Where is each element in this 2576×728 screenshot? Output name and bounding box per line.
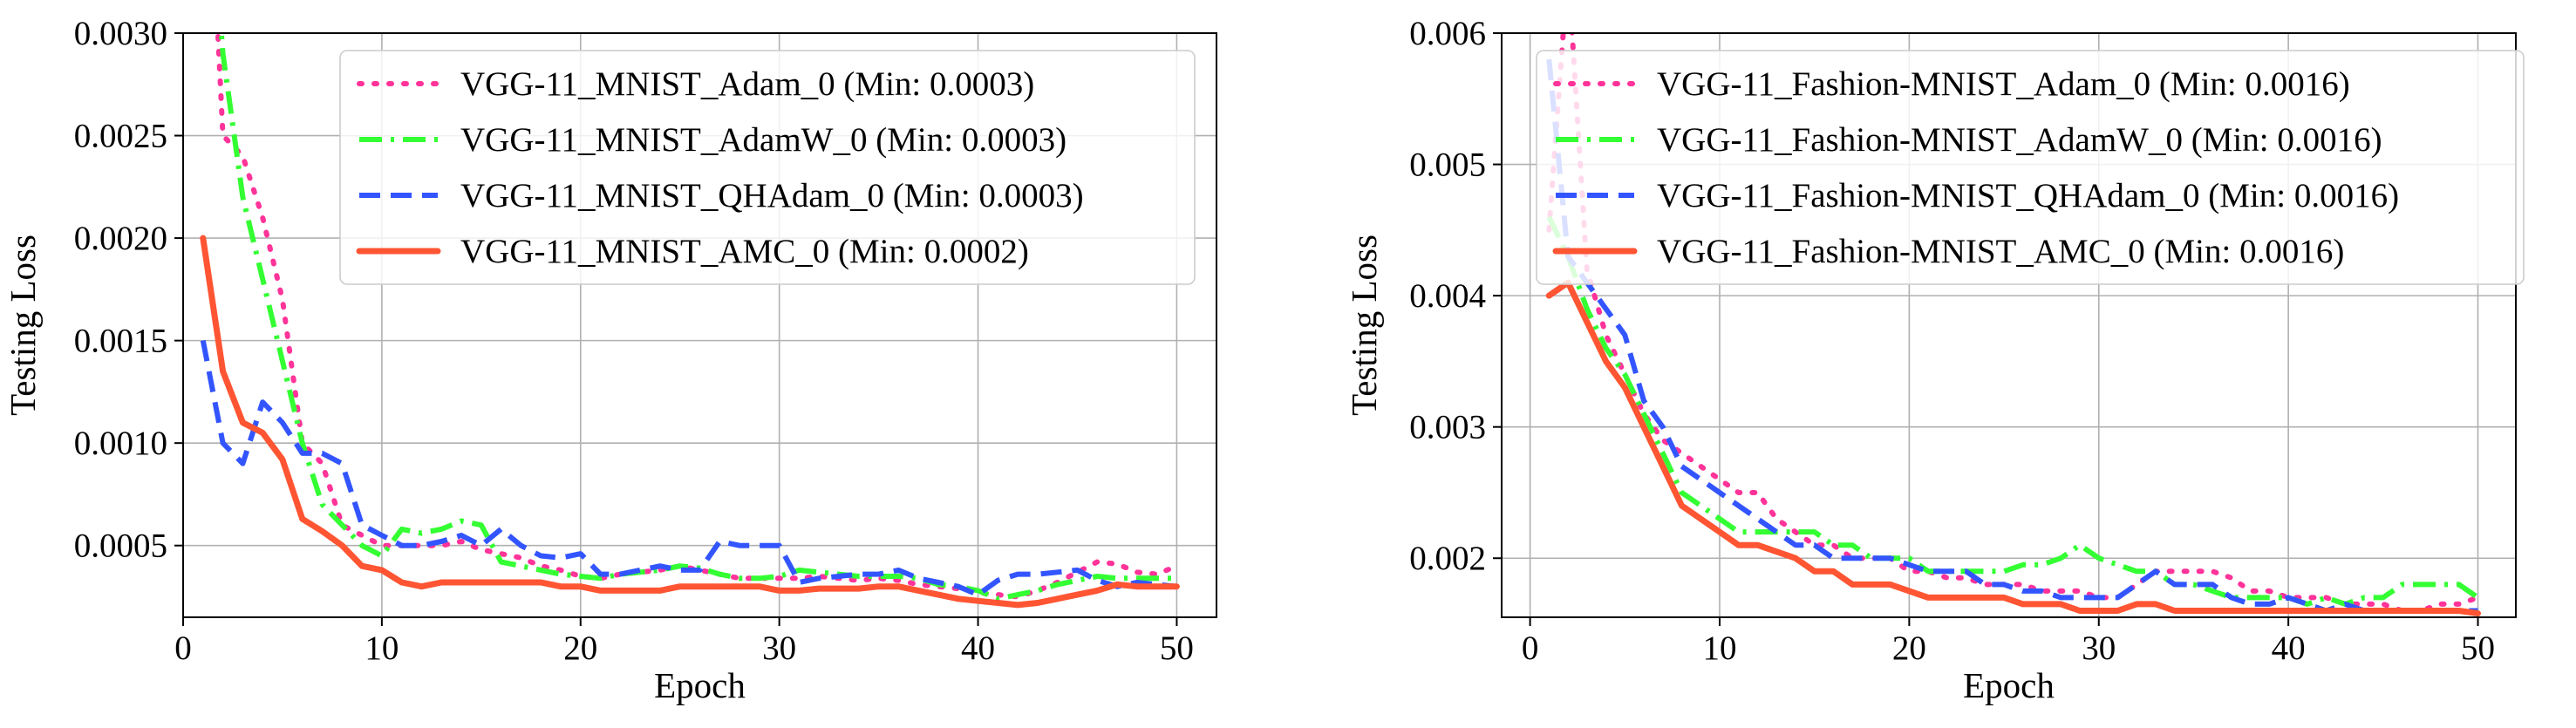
- x-tick-label: 50: [1160, 629, 1194, 667]
- y-tick-label: 0.006: [1409, 15, 1486, 52]
- x-axis-label: Epoch: [1963, 665, 2055, 705]
- legend-label: VGG-11_Fashion-MNIST_AMC_0 (Min: 0.0016): [1657, 233, 2344, 270]
- y-tick-label: 0.0010: [74, 425, 167, 462]
- y-tick-label: 0.004: [1409, 277, 1486, 315]
- series-line-dotted: [1546, 33, 2481, 614]
- legend-label: VGG-11_Fashion-MNIST_AdamW_0 (Min: 0.001…: [1657, 121, 2382, 159]
- x-tick-label: 40: [2272, 629, 2306, 667]
- x-tick-label: 10: [365, 629, 399, 667]
- y-tick-label: 0.0025: [74, 118, 167, 155]
- legend-label: VGG-11_MNIST_AMC_0 (Min: 0.0002): [460, 233, 1029, 270]
- y-axis-label: Testing Loss: [1344, 235, 1384, 416]
- series-line-dashed: [200, 340, 1177, 598]
- series-line-solid: [200, 235, 1180, 609]
- legend: VGG-11_Fashion-MNIST_Adam_0 (Min: 0.0016…: [1536, 50, 2525, 285]
- x-tick-label: 50: [2461, 629, 2495, 667]
- x-tick-label: 0: [1522, 629, 1539, 667]
- x-tick-label: 30: [762, 629, 796, 667]
- chart-panel-fashion-mnist: 0 10 20 30 40 50 0.002 0.003 0.004 0.005 0.006 Epoc…: [1344, 15, 2525, 705]
- y-tick-label: 0.0005: [74, 527, 167, 565]
- series-line-solid: [1545, 279, 2481, 616]
- y-tick-label: 0.003: [1409, 409, 1486, 446]
- x-tick-label: 0: [174, 629, 192, 667]
- legend-box: [1536, 50, 2525, 285]
- x-tick-label: 10: [1702, 629, 1736, 667]
- y-tick-label: 0.0020: [74, 220, 167, 257]
- x-tick-label: 20: [1892, 629, 1926, 667]
- legend-label: VGG-11_MNIST_AdamW_0 (Min: 0.0003): [460, 121, 1067, 159]
- series-line-dashdot: [218, 33, 1177, 602]
- plot-frame: [182, 32, 1217, 618]
- chart-panel-mnist: 0 10 20 30 40 50 0.0005 0.0010 0.0015 0.0020 0.002…: [3, 15, 1217, 705]
- x-tick-label: 30: [2082, 629, 2116, 667]
- plot-frame: [1501, 32, 2517, 618]
- legend-label: VGG-11_MNIST_QHAdam_0 (Min: 0.0003): [460, 177, 1084, 214]
- legend-label: VGG-11_MNIST_Adam_0 (Min: 0.0003): [460, 65, 1034, 103]
- series-line-dashdot: [1546, 215, 2480, 607]
- legend-label: VGG-11_Fashion-MNIST_Adam_0 (Min: 0.0016…: [1657, 65, 2350, 103]
- legend-box: [339, 50, 1196, 285]
- x-axis-label: Epoch: [654, 665, 746, 705]
- x-tick-label: 20: [563, 629, 597, 667]
- y-tick-label: 0.0015: [74, 323, 167, 360]
- legend: VGG-11_MNIST_Adam_0 (Min: 0.0003) VGG-11_…: [339, 50, 1196, 285]
- y-tick-label: 0.005: [1409, 146, 1486, 184]
- y-tick-label: 0.002: [1409, 540, 1486, 577]
- x-tick-label: 40: [961, 629, 995, 667]
- legend-label: VGG-11_Fashion-MNIST_QHAdam_0 (Min: 0.00…: [1657, 177, 2399, 214]
- y-tick-label: 0.0030: [74, 15, 167, 52]
- y-axis-label: Testing Loss: [3, 235, 43, 416]
